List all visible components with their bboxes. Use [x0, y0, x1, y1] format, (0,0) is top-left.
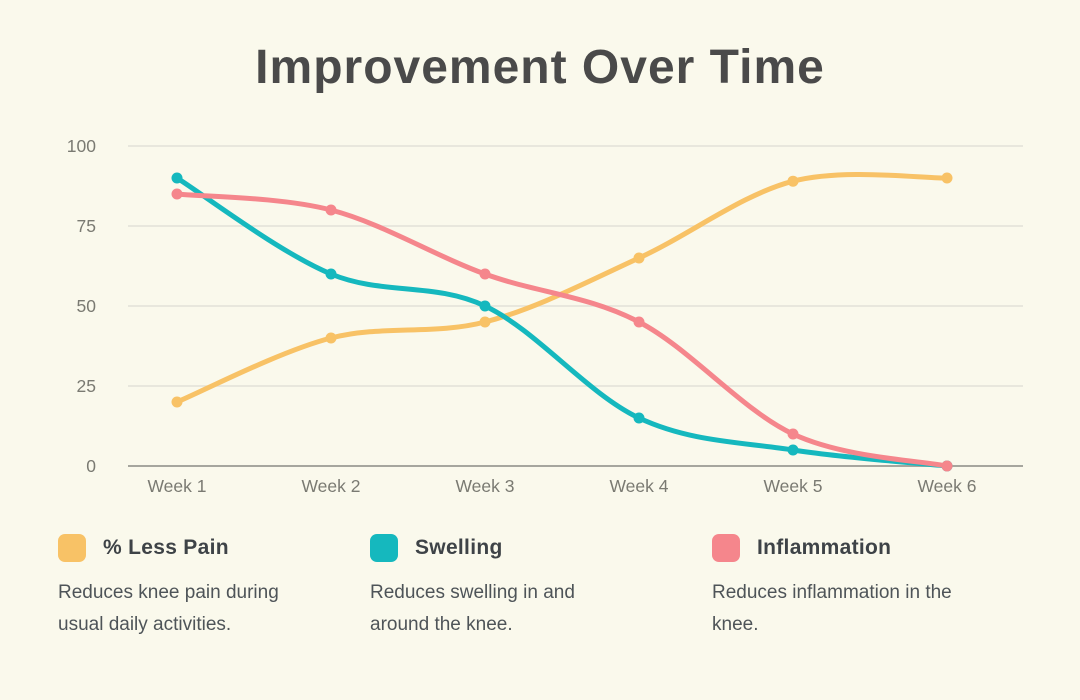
legend-label: % Less Pain	[103, 536, 229, 559]
point-inflammation-week-6	[941, 460, 953, 472]
legend-item-inflammation: Inflammation Reduces inflammation in the…	[712, 533, 984, 641]
point-inflammation-week-5	[787, 428, 799, 440]
x-tick-label-week-3: Week 3	[455, 476, 514, 496]
point-swelling-week-3	[479, 300, 491, 312]
legend-label: Swelling	[415, 536, 503, 559]
point-inflammation-week-1	[171, 188, 183, 200]
line-swelling	[174, 175, 950, 469]
point-inflammation-week-4	[633, 316, 645, 328]
point-inflammation-week-3	[479, 268, 491, 280]
legend-head: % Less Pain	[58, 533, 310, 563]
point-less-pain-week-6	[941, 172, 953, 184]
inflammation-swatch-icon	[712, 534, 740, 562]
point-less-pain-week-3	[479, 316, 491, 328]
legend-item-less-pain: % Less Pain Reduces knee pain during usu…	[58, 533, 310, 641]
legend-description: Reduces swelling in and around the knee.	[370, 582, 575, 635]
swelling-swatch-icon	[370, 534, 398, 562]
point-swelling-week-4	[633, 412, 645, 424]
point-less-pain-week-4	[633, 252, 645, 264]
less-pain-swatch-icon	[58, 534, 86, 562]
improvement-line-chart: 0 25 50 75 100 Week 1 Week 2 Week 3 Week 4 Week 5…	[67, 136, 1023, 496]
point-swelling-week-5	[787, 444, 799, 456]
x-tick-label-week-1: Week 1	[147, 476, 206, 496]
x-tick-label-week-5: Week 5	[763, 476, 822, 496]
point-swelling-week-2	[325, 268, 337, 280]
point-less-pain-week-1	[171, 396, 183, 408]
y-tick-label-0: 0	[86, 456, 96, 476]
line-less-pain	[174, 171, 950, 405]
x-tick-label-week-4: Week 4	[609, 476, 668, 496]
line-inflammation	[174, 191, 950, 469]
legend-head: Swelling	[370, 533, 608, 563]
legend-label: Inflammation	[757, 536, 892, 559]
point-swelling-week-1	[171, 172, 183, 184]
point-less-pain-week-5	[787, 175, 799, 187]
legend-head: Inflammation	[712, 533, 984, 563]
y-tick-label-100: 100	[67, 136, 96, 156]
legend-description: Reduces knee pain during usual daily act…	[58, 582, 279, 635]
chart-legend: % Less Pain Reduces knee pain during usu…	[0, 533, 1080, 693]
point-less-pain-week-2	[325, 332, 337, 344]
y-tick-label-75: 75	[77, 216, 96, 236]
y-tick-label-25: 25	[77, 376, 96, 396]
y-tick-label-50: 50	[77, 296, 97, 316]
x-tick-label-week-6: Week 6	[917, 476, 976, 496]
legend-description: Reduces inflammation in the knee.	[712, 582, 952, 635]
page-title: Improvement Over Time	[255, 41, 825, 94]
x-tick-label-week-2: Week 2	[301, 476, 360, 496]
point-inflammation-week-2	[325, 204, 337, 216]
legend-item-swelling: Swelling Reduces swelling in and around …	[370, 533, 608, 641]
